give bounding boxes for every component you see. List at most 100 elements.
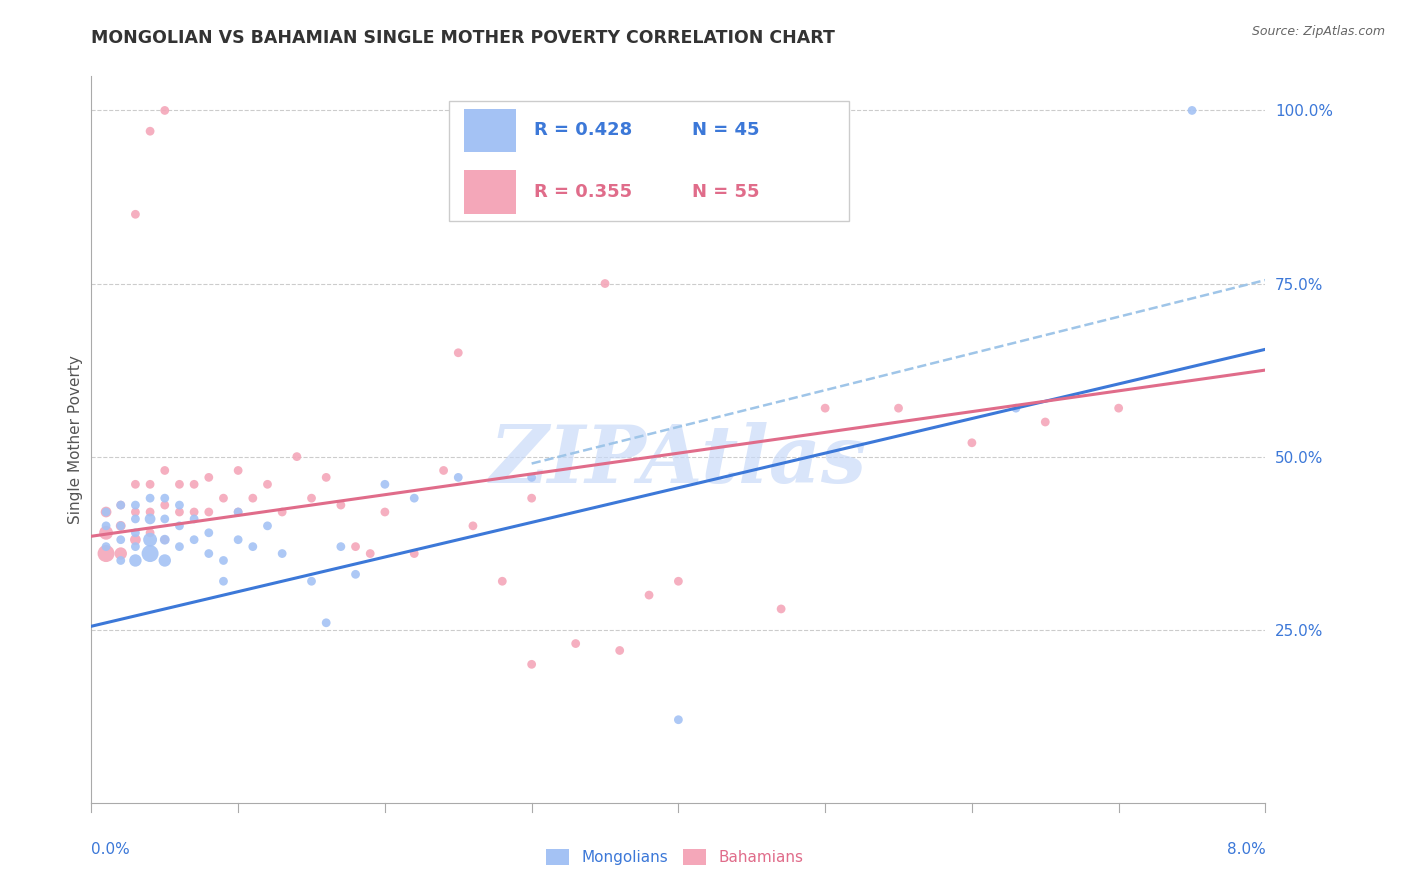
Point (94, 525, 117, 540)
FancyBboxPatch shape (464, 109, 516, 153)
Point (256, 477, 278, 491)
Point (329, 498, 352, 512)
Point (139, 491, 162, 505)
Point (315, 615, 337, 630)
Point (153, 103, 176, 118)
Point (285, 450, 308, 464)
Point (315, 470, 337, 484)
Point (359, 547, 381, 561)
Point (242, 491, 264, 505)
Point (110, 533, 132, 547)
Point (374, 505, 396, 519)
Y-axis label: Single Mother Poverty: Single Mother Poverty (67, 355, 83, 524)
Text: Source: ZipAtlas.com: Source: ZipAtlas.com (1251, 25, 1385, 38)
Point (242, 540, 264, 554)
FancyBboxPatch shape (464, 170, 516, 214)
Point (197, 525, 219, 540)
Point (139, 512, 162, 526)
Point (226, 505, 249, 519)
Point (153, 533, 176, 547)
Point (301, 574, 323, 589)
Text: MONGOLIAN VS BAHAMIAN SINGLE MOTHER POVERTY CORRELATION CHART: MONGOLIAN VS BAHAMIAN SINGLE MOTHER POVE… (91, 29, 835, 46)
Point (94, 540, 117, 554)
Point (814, 401, 837, 416)
Point (94, 519, 117, 533)
Point (124, 553, 146, 567)
Point (638, 588, 661, 602)
Point (226, 505, 249, 519)
Point (1005, 401, 1028, 416)
Point (110, 498, 132, 512)
Point (124, 505, 146, 519)
Point (212, 553, 235, 567)
Point (447, 470, 470, 484)
Point (960, 435, 983, 450)
Point (124, 533, 146, 547)
Point (124, 512, 146, 526)
Point (110, 498, 132, 512)
Point (212, 574, 235, 589)
Point (197, 470, 219, 484)
Point (329, 540, 352, 554)
Point (226, 533, 249, 547)
Point (110, 553, 132, 567)
Point (94, 505, 117, 519)
Point (520, 470, 543, 484)
Text: N = 45: N = 45 (693, 121, 761, 139)
Point (183, 505, 205, 519)
Point (271, 505, 294, 519)
Point (153, 463, 176, 477)
Point (301, 491, 323, 505)
Point (169, 519, 191, 533)
Point (197, 547, 219, 561)
Point (110, 519, 132, 533)
Point (139, 533, 162, 547)
Point (344, 540, 367, 554)
FancyBboxPatch shape (450, 102, 849, 221)
Point (139, 525, 162, 540)
Point (564, 636, 586, 650)
Point (169, 540, 191, 554)
Point (666, 574, 689, 589)
Point (139, 505, 162, 519)
Point (1181, 103, 1204, 118)
Point (169, 498, 191, 512)
Text: R = 0.355: R = 0.355 (534, 183, 633, 201)
Point (447, 345, 470, 359)
Point (491, 574, 513, 589)
Point (110, 519, 132, 533)
Point (139, 547, 162, 561)
Point (256, 519, 278, 533)
Point (153, 491, 176, 505)
Point (183, 512, 205, 526)
Point (770, 602, 793, 616)
Point (124, 540, 146, 554)
Point (1033, 415, 1056, 429)
Point (404, 491, 426, 505)
Text: ZIPAtlas: ZIPAtlas (489, 423, 868, 500)
Point (183, 533, 205, 547)
Point (344, 567, 367, 582)
Legend: Mongolians, Bahamians: Mongolians, Bahamians (540, 843, 810, 871)
Point (124, 498, 146, 512)
Point (139, 477, 162, 491)
Point (461, 519, 484, 533)
Text: 8.0%: 8.0% (1226, 842, 1265, 856)
Point (153, 512, 176, 526)
Point (139, 124, 162, 138)
Point (153, 553, 176, 567)
Point (593, 277, 616, 291)
Point (124, 477, 146, 491)
Point (110, 547, 132, 561)
Point (124, 525, 146, 540)
Point (124, 207, 146, 221)
Point (404, 547, 426, 561)
Point (432, 463, 454, 477)
Point (212, 491, 235, 505)
Text: 0.0%: 0.0% (91, 842, 131, 856)
Point (609, 643, 631, 657)
Point (169, 505, 191, 519)
Point (271, 547, 294, 561)
Point (197, 505, 219, 519)
Point (169, 477, 191, 491)
